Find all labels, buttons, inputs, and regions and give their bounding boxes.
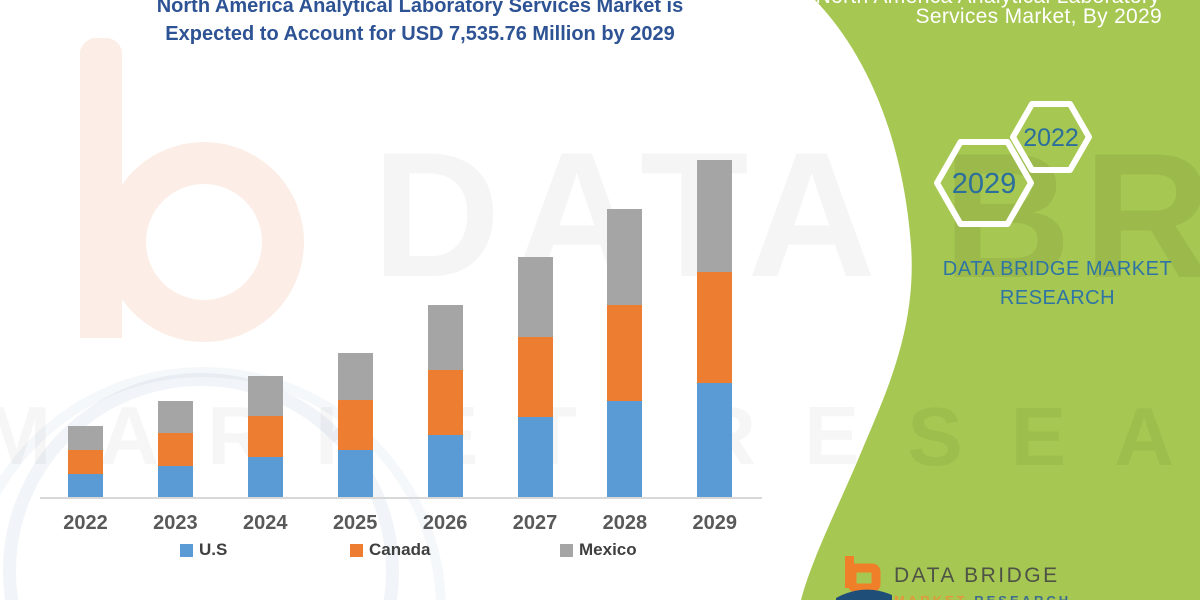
bar-2026-canada: [427, 369, 463, 435]
footer-logo-name: DATA BRIDGE: [894, 564, 1060, 587]
legend-item-us: U.S: [180, 540, 227, 560]
bar-2025-us: [337, 449, 373, 497]
bar-2026-mexico: [427, 304, 463, 370]
chart-title: North America Analytical Laboratory Serv…: [45, 0, 795, 48]
bar-2028-us: [607, 400, 643, 497]
bar-2022-mexico: [68, 425, 103, 450]
x-label-2027: 2027: [512, 512, 558, 534]
legend-item-mexico: Mexico: [560, 540, 637, 560]
footer-logo: DATA BRIDGE MARKET RESEARCH: [836, 553, 1200, 600]
x-label-2022: 2022: [63, 512, 108, 534]
bar-2025-mexico: [337, 352, 373, 401]
bar-2024-mexico: [247, 376, 283, 417]
footer-logo-clipped-line: MARKET RESEARCH: [894, 593, 1071, 600]
bar-2022-canada: [68, 449, 103, 474]
bar-2025-canada: [337, 400, 373, 450]
legend-swatch-us: [180, 543, 193, 557]
legend-label-canada: Canada: [369, 540, 431, 559]
x-label-2023: 2023: [153, 512, 198, 534]
x-label-2024: 2024: [243, 512, 288, 534]
footer-logo-clipped-market: MARKET: [894, 593, 968, 600]
x-label-2028: 2028: [602, 512, 648, 534]
logo-swoosh: [836, 589, 892, 600]
bar-2027-canada: [517, 337, 553, 418]
bar-2028-canada: [607, 304, 643, 401]
bar-2024-canada: [247, 416, 283, 458]
bar-2022-us: [68, 473, 103, 497]
bar-2023-us: [157, 465, 193, 497]
bar-2028-mexico: [607, 208, 643, 305]
legend-item-canada: Canada: [350, 540, 430, 560]
legend-label-us: U.S: [199, 540, 228, 559]
x-axis-line: [40, 497, 762, 499]
bar-2029-canada: [697, 272, 733, 384]
bar-2029-us: [697, 383, 733, 497]
bar-2029-mexico: [697, 160, 733, 273]
bar-2026-us: [427, 434, 463, 497]
bar-2027-mexico: [517, 256, 553, 338]
bar-2023-mexico: [157, 401, 193, 434]
legend-swatch-mexico: [560, 543, 573, 557]
footer-logo-clipped-research: RESEARCH: [974, 593, 1071, 600]
x-label-2026: 2026: [422, 512, 468, 534]
bar-2023-canada: [157, 433, 193, 466]
data-bridge-logo-icon: [836, 556, 892, 600]
x-label-2025: 2025: [332, 512, 378, 534]
chart-title-line2: Expected to Account for USD 7,535.76 Mil…: [165, 23, 675, 45]
bar-2024-us: [247, 457, 283, 497]
chart-title-line1: North America Analytical Laboratory Serv…: [156, 0, 684, 17]
legend-label-mexico: Mexico: [579, 540, 637, 559]
legend-swatch-canada: [350, 543, 363, 557]
bar-chart: 2022 2023 2024 2025 2026 2027 2028 2029 U.S Canad…: [40, 160, 762, 560]
bar-2027-us: [517, 417, 553, 497]
x-label-2029: 2029: [692, 512, 738, 534]
